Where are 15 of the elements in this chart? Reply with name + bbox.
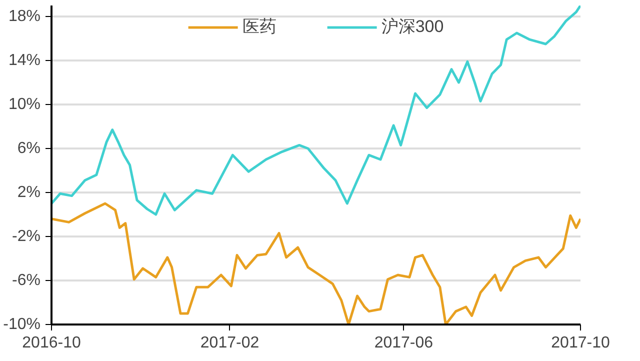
x-tick-label: 2017-10 [551,334,610,352]
y-tick-label: 2% [17,184,40,201]
y-tick-label: 10% [8,96,41,113]
y-tick-label: -2% [12,228,40,245]
y-tick-label: 6% [17,140,40,157]
legend-label: 沪深300 [381,16,444,38]
y-tick-label: 14% [8,52,41,69]
line-series [52,6,580,216]
legend-label: 医药 [242,16,276,38]
y-tick-label: -6% [12,272,40,289]
x-tick-label: 2017-06 [374,334,434,352]
y-tick-label: 18% [8,8,41,25]
y-tick-label: -10% [3,316,41,333]
x-tick-label: 2017-02 [200,334,260,352]
x-tick-label: 2016-10 [22,334,81,352]
